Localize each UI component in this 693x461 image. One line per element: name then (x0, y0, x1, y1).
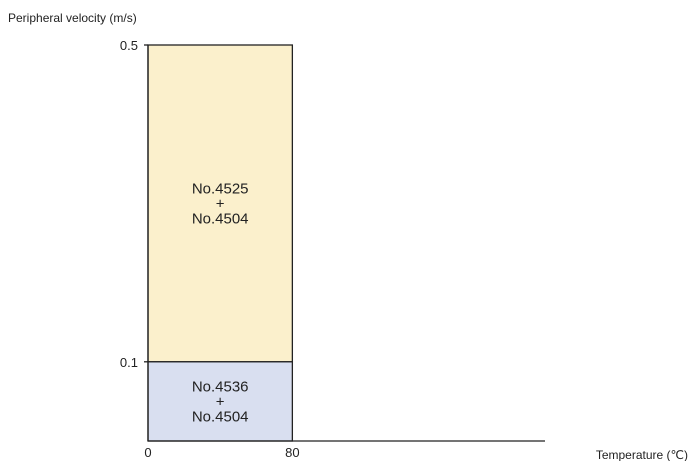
axes-group (147, 45, 545, 442)
y-tick-label-1: 0.5 (120, 38, 138, 53)
y-tick-label-0: 0.1 (120, 355, 138, 370)
region-rect-0 (147, 44, 294, 363)
ticks-group: 0.1 0.5 0 80 (120, 38, 300, 460)
x-tick-label-1: 80 (285, 445, 299, 460)
x-axis-title: Temperature (℃) (596, 448, 688, 461)
region-label-1-line-2: No.4504 (192, 408, 249, 425)
region-label-1-line-1: + (216, 393, 225, 410)
y-axis-title: Peripheral velocity (m/s) (8, 11, 137, 25)
region-label-0-line-0: No.4525 (192, 180, 249, 197)
region-label-1-line-0: No.4536 (192, 378, 249, 395)
region-label-0-line-1: + (216, 195, 225, 212)
region-label-0-line-2: No.4504 (192, 210, 249, 227)
x-tick-label-0: 0 (144, 445, 151, 460)
region-rect-1 (147, 361, 294, 442)
